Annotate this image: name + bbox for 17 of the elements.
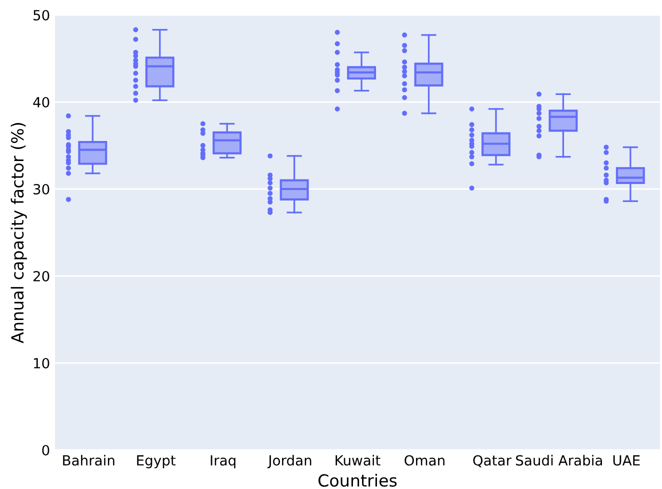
- y-tick-label: 0: [42, 444, 50, 456]
- y-tick-label: 40: [33, 96, 50, 108]
- y-tick-label: 50: [34, 10, 50, 20]
- y-tick-label: 20: [33, 270, 50, 282]
- x-tick-label: Iraq: [210, 455, 236, 468]
- x-tick-label: Saudi Arabia: [516, 454, 602, 466]
- y-tick-label: 30: [34, 184, 50, 194]
- x-tick-label: Bahrain: [63, 454, 114, 466]
- y-axis-title: Annual capacity factor (%): [10, 123, 27, 344]
- x-tick-label: Jordan: [267, 454, 312, 468]
- x-tick-label: Qatar: [473, 455, 512, 468]
- x-tick-label: Egypt: [137, 455, 176, 468]
- y-tick-label: 10: [34, 358, 50, 368]
- x-axis-title: Countries: [318, 474, 397, 487]
- x-tick-label: Kuwait: [336, 454, 380, 466]
- x-tick-label: UAE: [613, 455, 640, 466]
- x-tick-label: Oman: [404, 455, 444, 466]
